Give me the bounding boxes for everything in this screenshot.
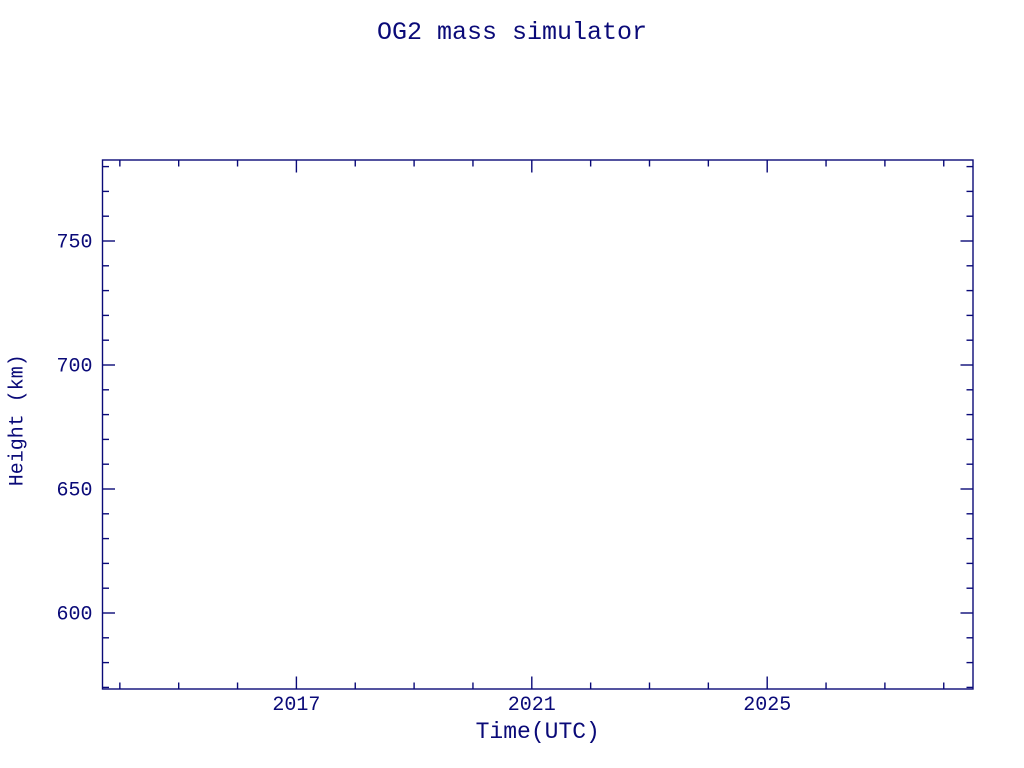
svg-text:600: 600 (56, 604, 92, 627)
svg-text:2025: 2025 (743, 694, 791, 717)
svg-text:Height (km): Height (km) (7, 354, 30, 486)
svg-text:2017: 2017 (272, 694, 320, 717)
svg-text:2021: 2021 (508, 694, 556, 717)
svg-text:750: 750 (56, 232, 92, 255)
svg-text:650: 650 (56, 480, 92, 503)
svg-text:700: 700 (56, 356, 92, 379)
